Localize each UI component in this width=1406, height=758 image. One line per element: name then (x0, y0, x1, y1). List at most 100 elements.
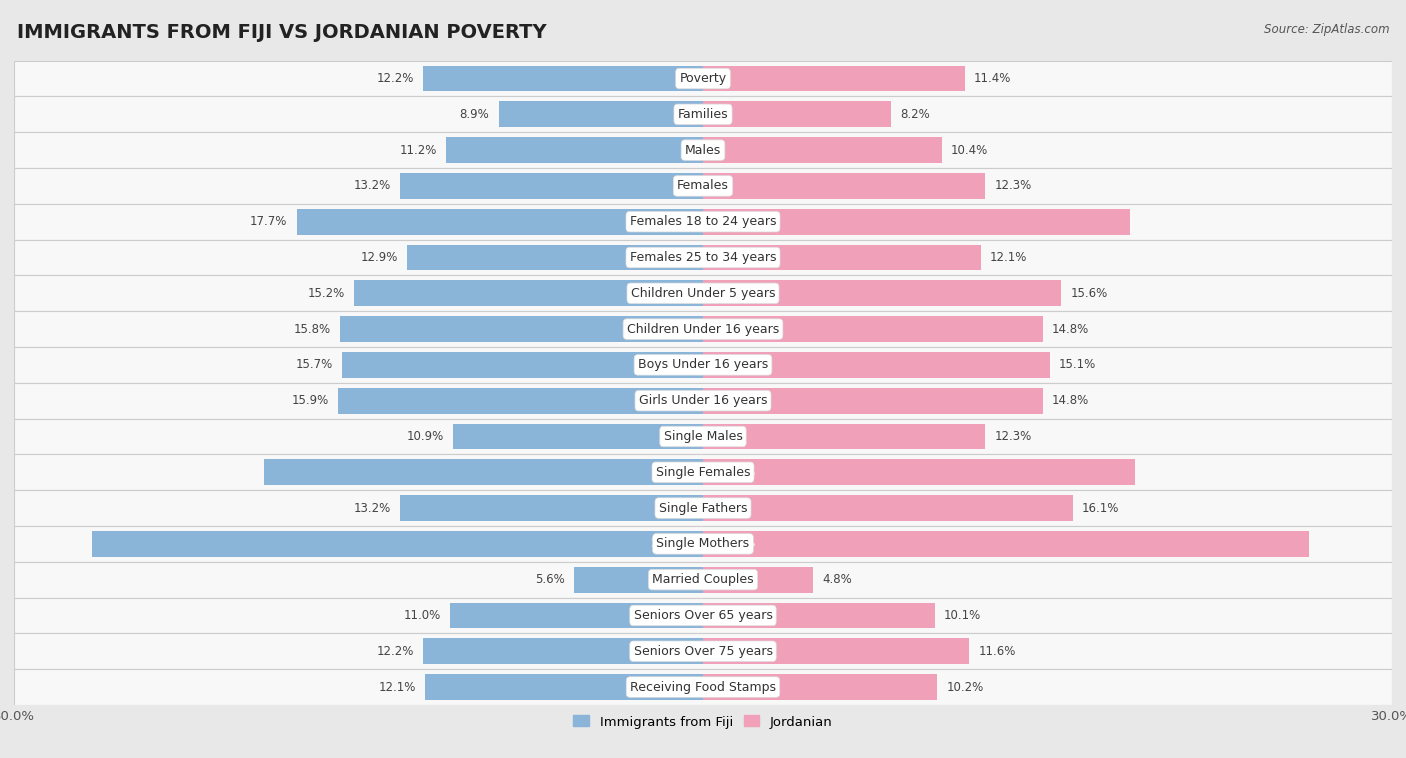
Bar (703, 352, 1050, 377)
Text: IMMIGRANTS FROM FIJI VS JORDANIAN POVERTY: IMMIGRANTS FROM FIJI VS JORDANIAN POVERT… (17, 23, 547, 42)
Bar (399, 495, 703, 521)
Bar (703, 531, 1309, 556)
Text: 14.8%: 14.8% (1052, 394, 1090, 407)
Bar (14, 418, 1392, 454)
Text: Married Couples: Married Couples (652, 573, 754, 586)
Bar (14, 597, 1392, 634)
Bar (703, 245, 981, 271)
Bar (399, 173, 703, 199)
Bar (14, 168, 1392, 204)
Text: 19.1%: 19.1% (651, 465, 692, 479)
Text: 4.8%: 4.8% (823, 573, 852, 586)
Text: 8.2%: 8.2% (900, 108, 931, 121)
Text: 15.9%: 15.9% (291, 394, 329, 407)
Text: Poverty: Poverty (679, 72, 727, 85)
Bar (423, 66, 703, 92)
Text: Children Under 16 years: Children Under 16 years (627, 323, 779, 336)
Bar (703, 173, 986, 199)
Text: 11.0%: 11.0% (404, 609, 441, 622)
Text: Source: ZipAtlas.com: Source: ZipAtlas.com (1264, 23, 1389, 36)
Text: Single Males: Single Males (664, 430, 742, 443)
Bar (14, 132, 1392, 168)
Bar (450, 603, 703, 628)
Text: 18.6%: 18.6% (714, 215, 755, 228)
Text: 10.4%: 10.4% (950, 143, 988, 157)
Bar (423, 638, 703, 664)
Text: Receiving Food Stamps: Receiving Food Stamps (630, 681, 776, 694)
Text: Females 18 to 24 years: Females 18 to 24 years (630, 215, 776, 228)
Bar (703, 567, 813, 593)
Bar (14, 383, 1392, 418)
Bar (354, 280, 703, 306)
Text: Girls Under 16 years: Girls Under 16 years (638, 394, 768, 407)
Bar (14, 96, 1392, 132)
Bar (703, 137, 942, 163)
Bar (703, 424, 986, 449)
Text: 11.2%: 11.2% (399, 143, 437, 157)
Bar (14, 61, 1392, 96)
Bar (14, 490, 1392, 526)
Text: 17.7%: 17.7% (250, 215, 287, 228)
Bar (425, 674, 703, 700)
Bar (340, 316, 703, 342)
Bar (264, 459, 703, 485)
Text: 8.9%: 8.9% (460, 108, 489, 121)
Bar (14, 347, 1392, 383)
Text: 15.7%: 15.7% (297, 359, 333, 371)
Bar (14, 275, 1392, 312)
Text: 12.1%: 12.1% (378, 681, 416, 694)
Text: Seniors Over 65 years: Seniors Over 65 years (634, 609, 772, 622)
Text: Females 25 to 34 years: Females 25 to 34 years (630, 251, 776, 264)
Text: 15.6%: 15.6% (1070, 287, 1108, 300)
Bar (703, 638, 969, 664)
Text: 12.9%: 12.9% (360, 251, 398, 264)
Text: 11.6%: 11.6% (979, 645, 1017, 658)
Bar (703, 388, 1043, 414)
Text: 12.1%: 12.1% (990, 251, 1028, 264)
Text: 10.2%: 10.2% (946, 681, 984, 694)
Bar (93, 531, 703, 556)
Bar (14, 454, 1392, 490)
Text: 15.8%: 15.8% (294, 323, 330, 336)
Text: 14.8%: 14.8% (1052, 323, 1090, 336)
Legend: Immigrants from Fiji, Jordanian: Immigrants from Fiji, Jordanian (568, 710, 838, 734)
Text: 11.4%: 11.4% (974, 72, 1011, 85)
Bar (703, 102, 891, 127)
Text: 15.1%: 15.1% (1059, 359, 1097, 371)
Text: Single Females: Single Females (655, 465, 751, 479)
Text: 26.4%: 26.4% (714, 537, 755, 550)
Text: Families: Families (678, 108, 728, 121)
Text: Children Under 5 years: Children Under 5 years (631, 287, 775, 300)
Bar (343, 352, 703, 377)
Text: 12.3%: 12.3% (994, 180, 1032, 193)
Bar (703, 459, 1135, 485)
Text: 16.1%: 16.1% (1083, 502, 1119, 515)
Bar (703, 280, 1062, 306)
Bar (499, 102, 703, 127)
Bar (14, 312, 1392, 347)
Text: 13.2%: 13.2% (353, 502, 391, 515)
Text: 15.2%: 15.2% (308, 287, 344, 300)
Text: 26.6%: 26.6% (651, 537, 692, 550)
Bar (703, 316, 1043, 342)
Bar (337, 388, 703, 414)
Bar (575, 567, 703, 593)
Bar (703, 66, 965, 92)
Bar (453, 424, 703, 449)
Bar (446, 137, 703, 163)
Bar (14, 634, 1392, 669)
Text: Boys Under 16 years: Boys Under 16 years (638, 359, 768, 371)
Bar (14, 669, 1392, 705)
Text: 12.2%: 12.2% (377, 645, 413, 658)
Text: 5.6%: 5.6% (536, 573, 565, 586)
Bar (703, 674, 938, 700)
Text: 12.2%: 12.2% (377, 72, 413, 85)
Bar (703, 208, 1130, 235)
Text: Seniors Over 75 years: Seniors Over 75 years (634, 645, 772, 658)
Bar (297, 208, 703, 235)
Bar (14, 240, 1392, 275)
Text: 12.3%: 12.3% (994, 430, 1032, 443)
Text: Females: Females (678, 180, 728, 193)
Bar (703, 495, 1073, 521)
Text: 10.1%: 10.1% (945, 609, 981, 622)
